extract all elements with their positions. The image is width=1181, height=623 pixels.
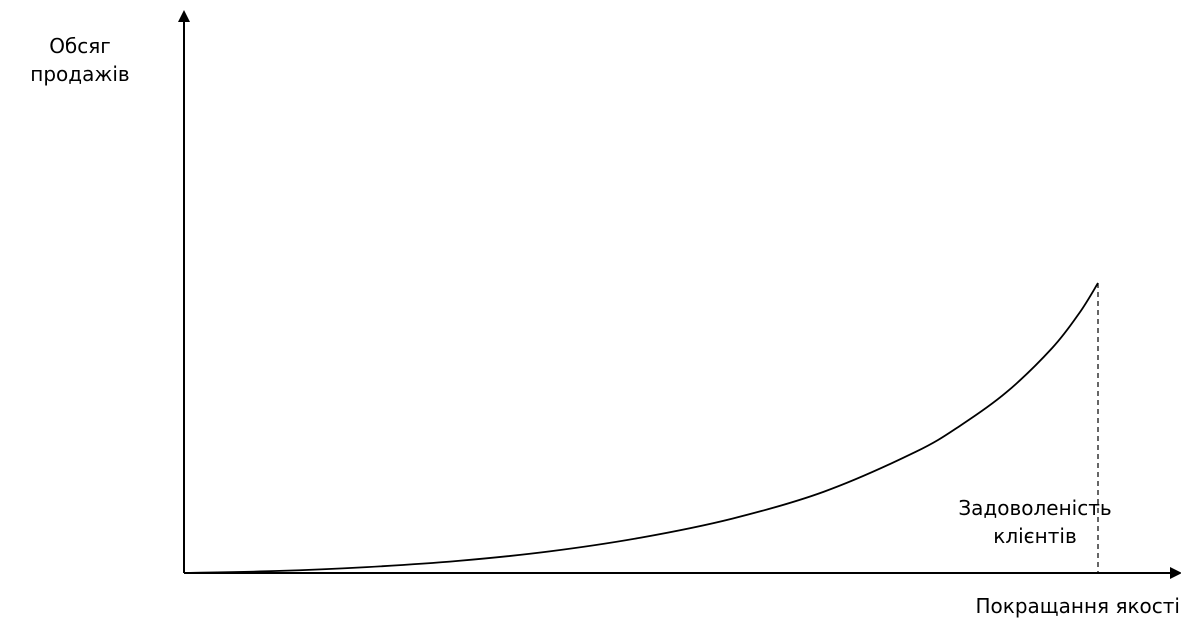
sales-curve [183, 282, 1099, 574]
y-axis-label: Обсяг продажів [10, 32, 150, 88]
y-axis-label-line-2: продажів [30, 62, 130, 86]
y-axis-label-line-1: Обсяг [49, 34, 111, 58]
customer-satisfaction-annotation: Задоволеність клієнтів [880, 494, 1181, 550]
annotation-line-2: клієнтів [993, 524, 1077, 548]
x-axis-label: Покращання якості [975, 594, 1181, 618]
annotation-line-1: Задоволеність [958, 496, 1112, 520]
